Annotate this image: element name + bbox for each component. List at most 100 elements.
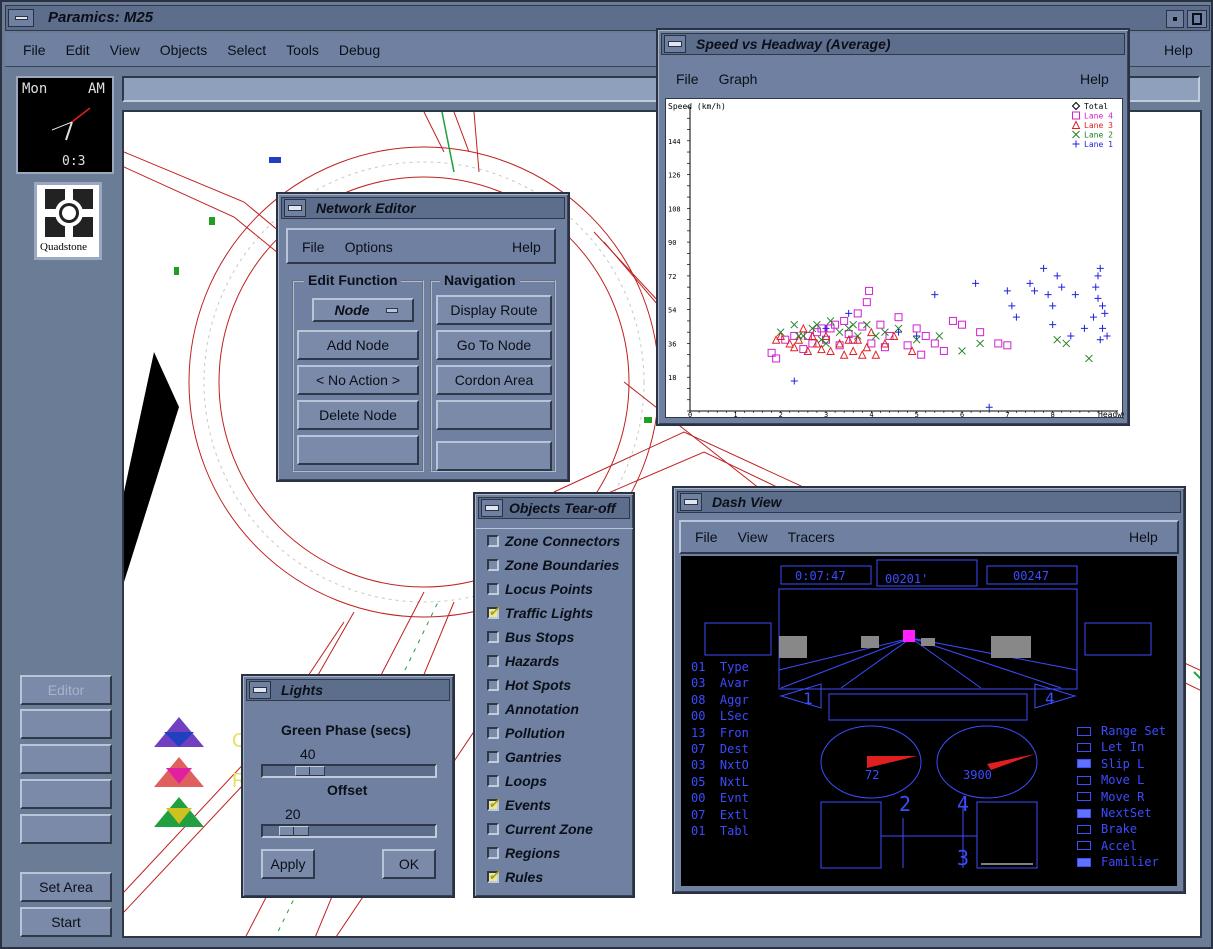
edit-empty-button[interactable] <box>297 435 419 465</box>
node-option-menu[interactable]: Node <box>312 298 414 322</box>
checkbox-icon[interactable] <box>487 775 499 787</box>
checkbox-icon[interactable] <box>487 535 499 547</box>
main-titlebar[interactable]: Paramics: M25 <box>5 5 1210 31</box>
menu-debug[interactable]: Debug <box>338 42 381 58</box>
flag-indicator-icon <box>1077 792 1091 802</box>
add-node-button[interactable]: Add Node <box>297 330 419 360</box>
chart-window-menu-icon[interactable] <box>664 35 686 53</box>
checkbox-icon[interactable] <box>487 823 499 835</box>
side-button-2[interactable] <box>20 709 112 739</box>
checkbox-icon[interactable] <box>487 703 499 715</box>
network-editor-menu-icon[interactable] <box>284 199 306 217</box>
nav-empty-button-2[interactable] <box>436 441 552 471</box>
data-point-lane-3 <box>789 342 799 352</box>
data-point-lane-4 <box>958 320 966 329</box>
data-point-lane-2 <box>872 332 880 340</box>
checkbox-icon[interactable] <box>487 559 499 571</box>
data-point-lane-4 <box>976 328 985 337</box>
dash-titlebar[interactable]: Dash View <box>677 491 1181 513</box>
chart-menu-help[interactable]: Help <box>1080 71 1109 87</box>
network-editor-titlebar[interactable]: Network Editor <box>281 197 565 219</box>
object-toggle-hazards[interactable]: Hazards <box>487 653 559 669</box>
checkbox-icon[interactable] <box>487 679 499 691</box>
chart-menu-graph[interactable]: Graph <box>718 71 758 87</box>
checkbox-icon[interactable] <box>487 847 499 859</box>
data-point-lane-2 <box>853 332 862 340</box>
offset-slider[interactable] <box>261 824 437 838</box>
green-phase-value: 40 <box>300 746 316 762</box>
dash-menu-tracers[interactable]: Tracers <box>787 529 835 545</box>
object-toggle-gantries[interactable]: Gantries <box>487 749 562 765</box>
window-menu-icon[interactable] <box>8 9 34 27</box>
set-area-button[interactable]: Set Area <box>20 872 112 902</box>
object-toggle-pollution[interactable]: Pollution <box>487 725 565 741</box>
side-button-3[interactable] <box>20 744 112 774</box>
checkbox-icon[interactable] <box>487 795 500 812</box>
chart-area[interactable]: Speed (km/h)Headwy1836547290108126144012… <box>665 98 1127 419</box>
side-button-5[interactable] <box>20 814 112 844</box>
no-action-button[interactable]: < No Action > <box>297 365 419 395</box>
side-button-4[interactable] <box>20 779 112 809</box>
dash-menu-view[interactable]: View <box>737 529 768 545</box>
ne-menu-file[interactable]: File <box>302 239 325 255</box>
object-toggle-events[interactable]: Events <box>487 795 551 813</box>
checkbox-icon[interactable] <box>487 867 500 884</box>
object-toggle-annotation[interactable]: Annotation <box>487 701 579 717</box>
dash-menubar: File View Tracers Help <box>679 520 1179 554</box>
object-toggle-locus-points[interactable]: Locus Points <box>487 581 593 597</box>
ok-button[interactable]: OK <box>382 849 436 879</box>
dash-menu-help[interactable]: Help <box>1129 529 1158 545</box>
dash-status-item: 05 NxtL <box>691 774 749 789</box>
object-toggle-bus-stops[interactable]: Bus Stops <box>487 629 574 645</box>
object-toggle-loops[interactable]: Loops <box>487 773 547 789</box>
x-tick-label: 3 <box>824 411 828 419</box>
offset-slider-thumb[interactable] <box>279 826 309 836</box>
green-phase-slider-thumb[interactable] <box>295 766 325 776</box>
checkbox-icon[interactable] <box>487 583 499 595</box>
object-toggle-rules[interactable]: Rules <box>487 867 543 885</box>
object-toggle-zone-connectors[interactable]: Zone Connectors <box>487 533 620 549</box>
object-toggle-regions[interactable]: Regions <box>487 845 560 861</box>
gear-left: 2 <box>899 792 912 816</box>
data-point-lane-4 <box>948 316 957 325</box>
display-route-button[interactable]: Display Route <box>436 295 552 325</box>
chart-titlebar[interactable]: Speed vs Headway (Average) <box>661 33 1125 55</box>
maximize-icon[interactable] <box>1187 10 1207 28</box>
object-toggle-zone-boundaries[interactable]: Zone Boundaries <box>487 557 619 573</box>
object-toggle-traffic-lights[interactable]: Traffic Lights <box>487 603 593 621</box>
dash-menu-file[interactable]: File <box>695 529 718 545</box>
checkbox-icon[interactable] <box>487 603 500 620</box>
menu-view[interactable]: View <box>109 42 140 58</box>
minimize-icon[interactable] <box>1166 10 1184 28</box>
menu-edit[interactable]: Edit <box>65 42 90 58</box>
dash-menu-icon[interactable] <box>680 493 702 511</box>
go-to-node-button[interactable]: Go To Node <box>436 330 552 360</box>
object-toggle-hot-spots[interactable]: Hot Spots <box>487 677 571 693</box>
objects-tearoff-menu-icon[interactable] <box>481 499 503 517</box>
delete-node-button[interactable]: Delete Node <box>297 400 419 430</box>
dash-display[interactable]: 0:07:47 00201' 00247 1 4 72 3900 2 4 3 0… <box>681 556 1177 886</box>
object-toggle-current-zone[interactable]: Current Zone <box>487 821 593 837</box>
start-button[interactable]: Start <box>20 907 112 937</box>
menu-select[interactable]: Select <box>227 42 267 58</box>
apply-button[interactable]: Apply <box>261 849 315 879</box>
checkbox-icon[interactable] <box>487 727 499 739</box>
checkbox-icon[interactable] <box>487 751 499 763</box>
checkbox-icon[interactable] <box>487 655 499 667</box>
quadstone-logo-icon <box>45 189 93 237</box>
checkbox-icon[interactable] <box>487 631 499 643</box>
lights-menu-icon[interactable] <box>249 681 271 699</box>
objects-tearoff-titlebar[interactable]: Objects Tear-off <box>478 497 630 519</box>
nav-empty-button-1[interactable] <box>436 400 552 430</box>
chart-menu-file[interactable]: File <box>676 71 699 87</box>
lights-titlebar[interactable]: Lights <box>246 679 450 701</box>
ne-menu-options[interactable]: Options <box>344 239 393 255</box>
menu-objects[interactable]: Objects <box>159 42 208 58</box>
menu-help[interactable]: Help <box>1164 42 1193 58</box>
green-phase-slider[interactable] <box>261 764 437 778</box>
cordon-area-button[interactable]: Cordon Area <box>436 365 552 395</box>
ne-menu-help[interactable]: Help <box>512 239 541 255</box>
menu-file[interactable]: File <box>23 42 46 58</box>
menu-tools[interactable]: Tools <box>286 42 319 58</box>
editor-button[interactable]: Editor <box>20 675 112 705</box>
